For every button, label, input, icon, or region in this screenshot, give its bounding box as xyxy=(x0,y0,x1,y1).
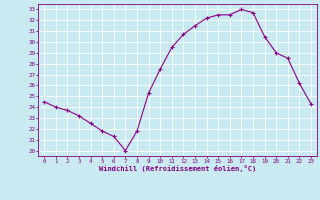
X-axis label: Windchill (Refroidissement éolien,°C): Windchill (Refroidissement éolien,°C) xyxy=(99,165,256,172)
